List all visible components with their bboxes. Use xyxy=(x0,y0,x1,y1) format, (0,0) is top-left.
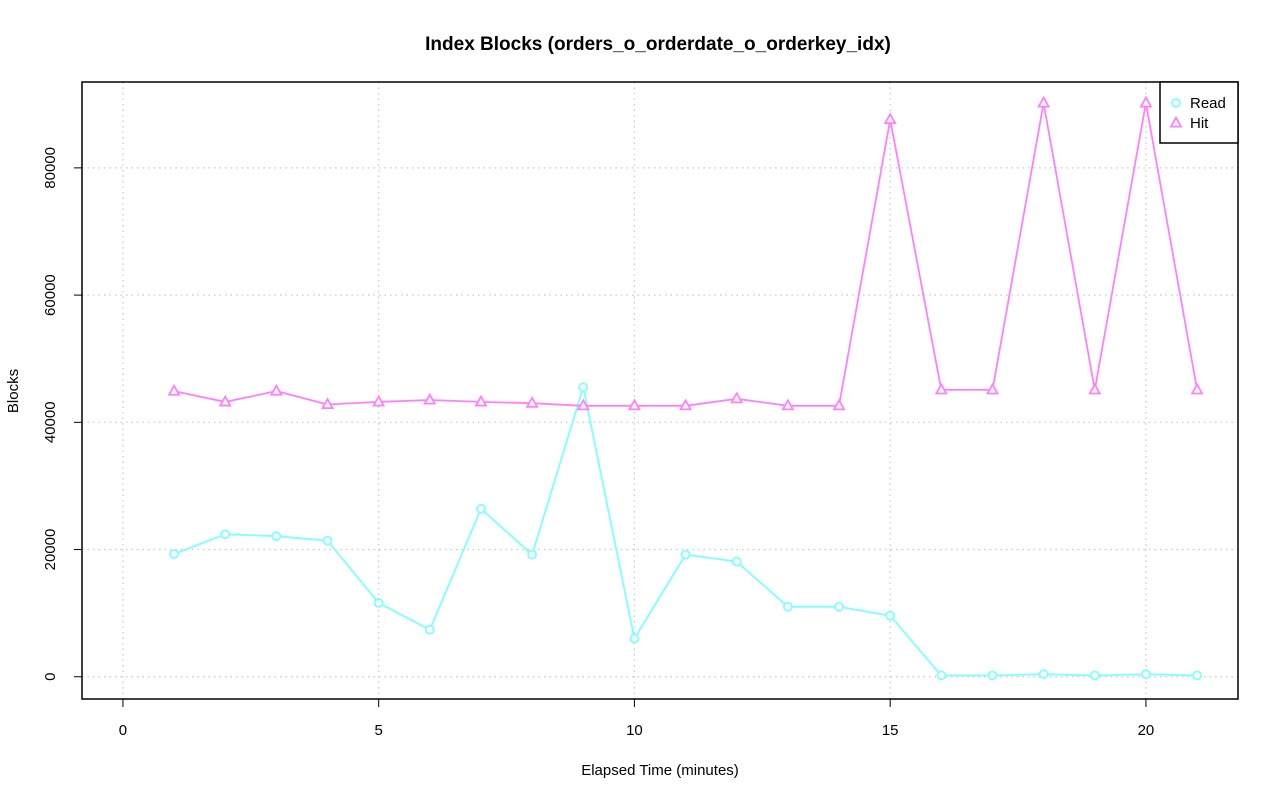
y-tick-label: 0 xyxy=(42,673,59,681)
legend-box xyxy=(1159,81,1239,144)
data-point-read xyxy=(629,633,640,644)
data-point-read xyxy=(322,535,333,546)
data-point-read xyxy=(527,549,538,560)
y-tick-label: 20000 xyxy=(42,529,59,571)
data-point-hit xyxy=(1088,382,1102,395)
series-line-hit xyxy=(173,102,1198,407)
grid-lines xyxy=(82,82,1238,699)
data-point-read xyxy=(885,610,896,621)
data-point-hit xyxy=(934,382,948,395)
data-point-read xyxy=(424,624,435,635)
x-tick-label: 15 xyxy=(882,722,899,739)
data-point-hit xyxy=(1190,382,1204,395)
y-axis-label: Blocks xyxy=(5,369,22,413)
legend: Read Hit xyxy=(1159,81,1239,144)
data-point-read xyxy=(680,549,691,560)
x-tick-label: 5 xyxy=(375,722,383,739)
legend-label-read: Read xyxy=(1190,95,1226,112)
data-point-read xyxy=(936,670,947,681)
data-point-hit xyxy=(1139,95,1153,108)
data-point-read xyxy=(1038,669,1049,680)
legend-marker-hit xyxy=(1169,115,1183,128)
x-tick-label: 0 xyxy=(119,722,127,739)
x-tick-label: 10 xyxy=(626,722,643,739)
data-point-hit xyxy=(679,398,693,411)
y-tick-label: 40000 xyxy=(42,401,59,443)
data-point-read xyxy=(578,382,589,393)
data-point-read xyxy=(271,531,282,542)
data-point-hit xyxy=(269,383,283,396)
data-point-hit xyxy=(1037,95,1051,108)
series-line-read xyxy=(173,387,1198,677)
data-point-read xyxy=(373,598,384,608)
data-point-read xyxy=(731,556,742,567)
data-point-read xyxy=(220,529,231,540)
data-point-hit xyxy=(832,398,846,411)
data-point-hit xyxy=(525,395,539,408)
data-point-hit xyxy=(985,382,1000,395)
data-point-read xyxy=(1089,670,1100,681)
data-point-read xyxy=(1192,670,1202,681)
legend-label-hit: Hit xyxy=(1190,115,1209,132)
plot-frame xyxy=(81,81,1239,700)
chart-title: Index Blocks (orders_o_orderdate_o_order… xyxy=(425,34,891,55)
data-point-hit xyxy=(781,398,795,411)
data-point-hit xyxy=(627,398,641,411)
data-point-hit xyxy=(730,391,744,404)
data-point-hit xyxy=(474,394,488,407)
y-tick-label: 60000 xyxy=(42,274,59,316)
x-axis-label: Elapsed Time (minutes) xyxy=(581,762,739,779)
y-tick-label: 80000 xyxy=(42,147,59,189)
y-axis: 0 20000 40000 60000 80000 xyxy=(42,147,82,681)
data-point-hit xyxy=(423,392,437,405)
x-axis: 0 5 10 15 20 xyxy=(119,698,1155,739)
data-point-read xyxy=(987,670,998,681)
data-point-read xyxy=(1141,669,1151,680)
data-point-hit xyxy=(372,394,386,407)
data-point-read xyxy=(169,549,179,559)
data-point-hit xyxy=(883,112,897,125)
x-tick-label: 20 xyxy=(1138,722,1155,739)
data-point-read xyxy=(782,601,793,612)
series-layer xyxy=(167,95,1204,681)
data-point-hit xyxy=(576,398,590,411)
legend-marker-read xyxy=(1171,98,1181,108)
data-point-hit xyxy=(320,397,335,409)
data-point-read xyxy=(834,601,844,612)
data-point-read xyxy=(476,503,486,514)
data-point-hit xyxy=(218,394,232,407)
data-point-hit xyxy=(167,383,181,396)
